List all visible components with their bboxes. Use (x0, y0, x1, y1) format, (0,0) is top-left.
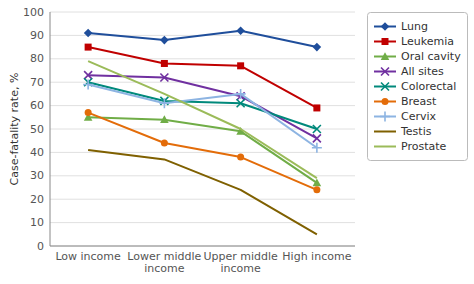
series-line (88, 31, 317, 47)
data-point (313, 125, 321, 133)
data-point (85, 109, 92, 116)
grid-line (50, 152, 355, 153)
series (84, 26, 321, 51)
plot-area (83, 26, 322, 234)
grid-line (50, 12, 355, 13)
series-line (88, 82, 317, 129)
legend-label: Testis (400, 125, 432, 138)
legend-swatch (374, 131, 396, 133)
y-axis: 0 10 20 30 40 50 60 70 80 90 100 (23, 6, 355, 253)
y-axis-label: Case-fatality rate, % (8, 73, 21, 186)
series-line (88, 85, 317, 148)
data-point (160, 36, 169, 45)
chart-svg: Lung Leukemia Oral cavity All sites Colorect… (0, 0, 474, 284)
series-line (88, 150, 317, 234)
legend-label: Cervix (401, 110, 437, 123)
data-point (237, 62, 244, 69)
x-tick-label: Lower middleincome (127, 250, 201, 275)
legend-label: Breast (401, 95, 437, 108)
x-tick-label: Low income (55, 250, 121, 263)
data-point (313, 186, 320, 193)
series (84, 71, 321, 142)
legend-label: Prostate (401, 140, 447, 153)
series (83, 80, 322, 153)
x-tick-label-line: High income (282, 250, 351, 263)
x-tick-label-line: income (220, 262, 261, 275)
grid-line (50, 199, 355, 200)
y-axis-line (50, 12, 51, 246)
grid-line (50, 129, 355, 130)
data-point (161, 60, 168, 67)
grid-line (50, 105, 355, 106)
x-axis: Low income Lower middleincomeUpper middle… (55, 250, 351, 275)
legend-marker (380, 112, 390, 122)
x-tick-label-line: income (144, 262, 185, 275)
x-axis-line (50, 246, 355, 247)
legend-marker (381, 68, 389, 76)
grid-line (50, 246, 355, 247)
y-tick-label: 10 (30, 216, 44, 229)
data-point (236, 89, 246, 99)
page: {"chart_data": {"type": "line", "categor… (0, 0, 474, 284)
legend-label: Colorectal (401, 80, 456, 93)
grid-line (50, 222, 355, 223)
y-tick-label: 20 (30, 193, 44, 206)
y-tick-label: 80 (30, 52, 44, 65)
series (85, 109, 321, 193)
y-tick-label: 70 (30, 76, 44, 89)
x-tick-label: Upper middleincome (203, 250, 278, 275)
data-point (313, 179, 322, 187)
legend-marker (381, 52, 390, 60)
data-point (85, 44, 92, 51)
grid-line (50, 58, 355, 59)
legend-label: All sites (401, 65, 444, 78)
data-point (313, 104, 320, 111)
data-point (313, 134, 321, 142)
data-point (312, 143, 322, 153)
x-tick-label: High income (282, 250, 351, 263)
data-point (236, 26, 245, 35)
legend-label: Leukemia (401, 35, 454, 48)
chart-container: Lung Leukemia Oral cavity All sites Colorect… (0, 0, 474, 284)
legend-marker (381, 83, 389, 91)
series (88, 61, 317, 178)
data-point (160, 74, 168, 82)
series-line (88, 75, 317, 138)
legend-marker (382, 38, 389, 45)
data-point (161, 140, 168, 147)
y-tick-label: 50 (30, 123, 44, 136)
y-tick-label: 40 (30, 146, 44, 159)
y-tick-label: 30 (30, 169, 44, 182)
y-tick-label: 60 (30, 99, 44, 112)
legend-marker (382, 98, 389, 105)
y-tick-label: 100 (23, 6, 44, 19)
series (88, 150, 317, 234)
legend-label: Lung (401, 20, 428, 33)
data-point (159, 98, 169, 108)
legend-swatch (374, 146, 396, 148)
y-tick-label: 90 (30, 29, 44, 42)
legend-label: Oral cavity (401, 50, 461, 63)
legend-marker (381, 22, 390, 31)
data-point (84, 71, 92, 79)
grid-line (50, 82, 355, 83)
data-point (160, 115, 169, 123)
x-tick-label-line: Low income (55, 250, 121, 263)
legend-frame (368, 13, 468, 161)
data-point (83, 80, 93, 90)
data-point (237, 154, 244, 161)
y-tick-label: 0 (37, 240, 44, 253)
data-point (313, 43, 322, 52)
data-point (237, 99, 245, 107)
series-line (88, 61, 317, 178)
data-point (84, 29, 93, 38)
legend: Lung Leukemia Oral cavity All sites Colorect… (368, 13, 468, 161)
